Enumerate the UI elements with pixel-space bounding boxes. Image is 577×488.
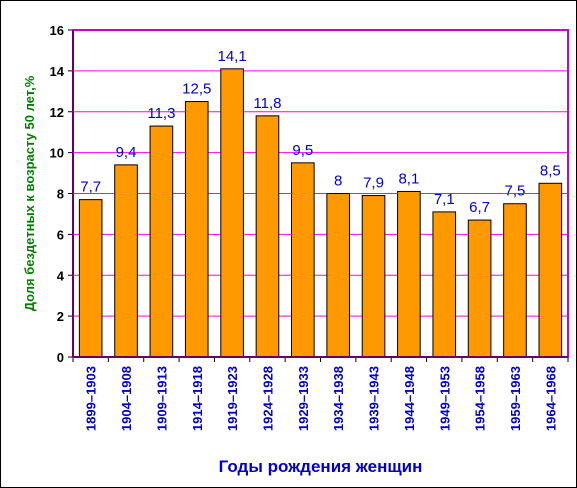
y-tick-label: 16 [50, 23, 64, 38]
x-tick-label: 1929–1933 [296, 366, 311, 431]
data-label: 8 [334, 173, 342, 190]
x-tick-label: 1909–1913 [154, 366, 169, 431]
bars [78, 68, 563, 358]
x-tick-label: 1964–1968 [543, 366, 558, 431]
x-tick-label: 1934–1938 [331, 366, 346, 431]
bar [361, 195, 386, 358]
x-tick-label: 1939–1943 [367, 366, 382, 431]
x-tick-label: 1954–1958 [473, 366, 488, 431]
data-label: 7,5 [505, 183, 526, 200]
bar [149, 125, 174, 358]
y-tick-label: 14 [50, 64, 65, 79]
bar [467, 219, 492, 358]
data-label: 8,1 [398, 170, 419, 187]
data-label: 11,3 [147, 105, 175, 122]
bar [432, 211, 457, 358]
data-label: 6,7 [469, 199, 490, 216]
data-label: 7,9 [363, 175, 384, 192]
bar [184, 101, 209, 358]
y-axis-label: Доля бездетных к возрасту 50 лет,% [22, 75, 37, 311]
y-axis-ticks: 0 2 4 6 8 10 12 14 16 [50, 23, 73, 365]
x-tick-label: 1949–1953 [437, 366, 452, 431]
bar [291, 162, 315, 358]
data-label: 7,7 [80, 179, 101, 196]
y-tick-label: 2 [57, 309, 64, 324]
y-tick-label: 0 [57, 350, 64, 365]
bar [538, 182, 563, 358]
bar [397, 190, 421, 358]
bar [220, 68, 244, 358]
data-label: 12,5 [182, 81, 211, 98]
bar [78, 199, 103, 358]
bar [503, 203, 527, 358]
x-tick-label: 1959–1963 [508, 366, 523, 431]
y-tick-label: 12 [50, 105, 64, 120]
data-labels: 7,7 9,4 11,3 12,5 14,1 11,8 9,5 8 7,9 8,1 7,1 6,7 7,… [80, 48, 561, 216]
bar [114, 164, 138, 358]
x-tick-label: 1904–1908 [119, 366, 134, 431]
data-label: 8,5 [540, 162, 561, 179]
bar [326, 193, 350, 358]
data-label: 11,8 [253, 95, 281, 112]
data-label: 7,1 [434, 191, 455, 208]
x-tick-label: 1899–1903 [84, 366, 99, 431]
x-tick-label: 1914–1918 [190, 366, 205, 431]
bar [255, 115, 280, 358]
x-tick-label: 1944–1948 [402, 366, 417, 431]
x-tick-label: 1924–1928 [260, 366, 275, 431]
x-axis-label: Годы рождения женщин [219, 457, 423, 476]
data-label: 9,4 [116, 144, 137, 161]
x-axis-ticks: 1899–1903 1904–1908 1909–1913 1914–1918 1919… [72, 357, 569, 431]
y-tick-label: 10 [50, 146, 64, 161]
y-tick-label: 4 [57, 268, 65, 283]
data-label: 9,5 [292, 142, 313, 159]
x-tick-label: 1919–1923 [225, 366, 240, 431]
y-tick-label: 8 [57, 187, 64, 202]
y-tick-label: 6 [57, 227, 64, 242]
data-label: 14,1 [218, 48, 247, 65]
